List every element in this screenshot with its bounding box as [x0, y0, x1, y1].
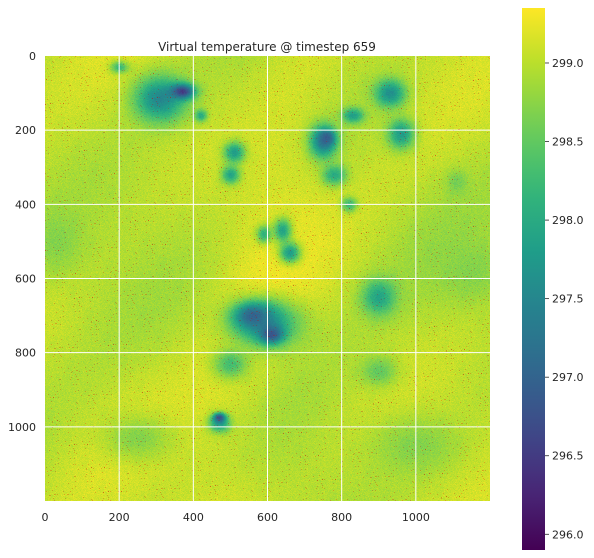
colorbar-tick-label: 298.0 [552, 214, 584, 227]
colorbar-bar [522, 8, 545, 550]
colorbar-tick-label: 297.0 [552, 371, 584, 384]
colorbar-ticks: 296.0 296.5 297.0 297.5 298.0 298.5 299.0 [545, 57, 584, 541]
x-tick-label: 600 [257, 511, 278, 524]
colorbar-tick-label: 297.5 [552, 293, 584, 306]
x-tick-label: 0 [42, 511, 49, 524]
y-tick-label: 1000 [8, 421, 36, 434]
colorbar-tick-label: 298.5 [552, 136, 584, 149]
y-tick-label: 600 [15, 273, 36, 286]
grid-lines [45, 56, 490, 501]
x-tick-label: 800 [331, 511, 352, 524]
y-tick-label: 400 [15, 198, 36, 211]
x-axis-ticks: 0 200 400 600 800 1000 [42, 511, 430, 524]
x-tick-label: 1000 [402, 511, 430, 524]
y-tick-label: 800 [15, 347, 36, 360]
x-tick-label: 400 [183, 511, 204, 524]
colorbar-tick-label: 299.0 [552, 57, 584, 70]
y-axis-ticks: 0 200 400 600 800 1000 [8, 50, 36, 434]
y-tick-label: 200 [15, 124, 36, 137]
chart-title: Virtual temperature @ timestep 659 [158, 40, 376, 54]
x-tick-label: 200 [109, 511, 130, 524]
y-tick-label: 0 [29, 50, 36, 63]
colorbar-tick-label: 296.0 [552, 528, 584, 541]
colorbar: 296.0 296.5 297.0 297.5 298.0 298.5 299.0 [522, 8, 584, 550]
colorbar-tick-label: 296.5 [552, 450, 584, 463]
